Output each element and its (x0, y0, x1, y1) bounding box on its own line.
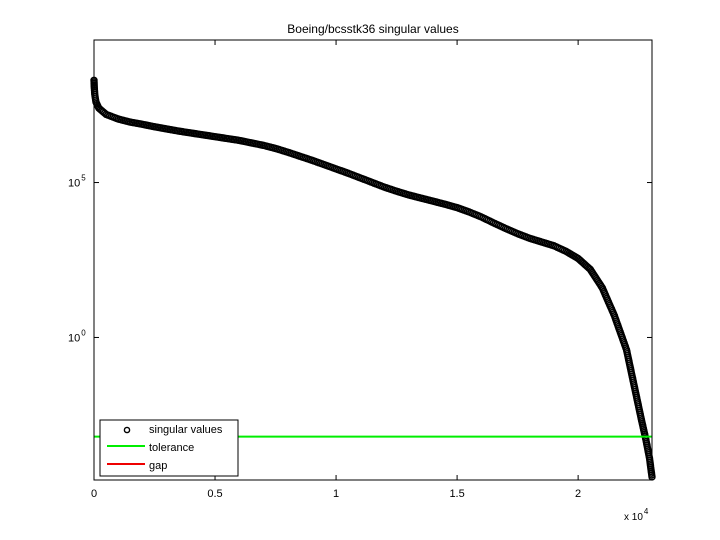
legend-marker-singular-values (123, 426, 131, 434)
x-multiplier-base: x 10 (624, 512, 643, 523)
plot-area (90, 76, 656, 481)
y-tick-label: 105 (68, 174, 86, 190)
legend: singular values tolerance gap (99, 419, 239, 477)
x-tick-label: 0.5 (207, 488, 222, 500)
y-tick-exponent: 5 (81, 174, 86, 183)
x-tick-label: 2 (575, 488, 581, 500)
axes-box (93, 39, 653, 481)
x-multiplier-exponent: 4 (644, 507, 649, 516)
x-tick-label: 1.5 (449, 488, 464, 500)
legend-label: singular values (149, 424, 223, 436)
legend-box (99, 419, 239, 477)
x-multiplier-label: x 104 (624, 507, 649, 523)
y-tick-base: 10 (68, 178, 80, 190)
x-tick-label: 1 (333, 488, 339, 500)
chart-title: Boeing/bcsstk36 singular values (287, 22, 458, 36)
legend-label: tolerance (149, 442, 194, 454)
x-axis-ticks: 0 0.5 1 1.5 2 (91, 40, 581, 500)
legend-label: gap (149, 460, 167, 472)
y-tick-base: 10 (68, 332, 80, 344)
y-tick-exponent: 0 (81, 328, 86, 337)
y-tick-label: 100 (68, 328, 86, 344)
x-tick-label: 0 (91, 488, 97, 500)
